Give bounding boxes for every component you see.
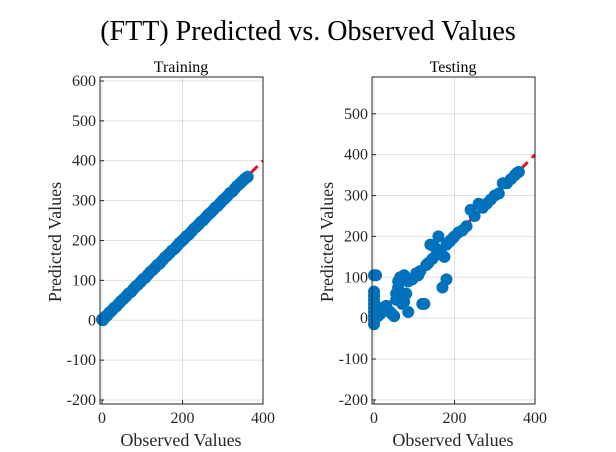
testing-data-point — [432, 230, 445, 243]
testing-x-tick-label: 400 — [523, 410, 547, 427]
training-y-axis-label: Predicted Values — [45, 182, 65, 302]
testing-y-tick-label: 500 — [344, 106, 368, 123]
testing-data-point — [418, 297, 431, 310]
training-title: Training — [154, 59, 209, 76]
testing-title: Testing — [430, 59, 477, 76]
testing-data-point — [402, 306, 415, 319]
testing-data-point — [512, 165, 525, 178]
training-x-tick-label: 200 — [171, 410, 195, 427]
training-y-tick-label: 400 — [72, 153, 96, 170]
training-y-tick-label: -100 — [67, 352, 96, 369]
testing-y-tick-label: 100 — [344, 269, 368, 286]
training-y-tick-label: 100 — [72, 272, 96, 289]
training-axes: Training Observed Values Predicted Value… — [45, 59, 275, 450]
testing-y-tick-label: 300 — [344, 188, 368, 205]
training-y-tick-label: 500 — [72, 113, 96, 130]
training-x-tick-label: 400 — [251, 410, 275, 427]
testing-axes: Testing Observed Values Predicted Values… — [317, 59, 547, 450]
testing-plot-frame — [371, 76, 536, 405]
testing-data-point — [438, 250, 451, 263]
figure-title: (FTT) Predicted vs. Observed Values — [100, 16, 516, 47]
testing-data-point — [460, 220, 473, 233]
testing-y-tick-label: 200 — [344, 228, 368, 245]
testing-x-axis-label: Observed Values — [392, 430, 513, 450]
testing-x-tick-label: 0 — [370, 410, 378, 427]
testing-data-point — [468, 209, 481, 222]
testing-x-tick-label: 200 — [443, 410, 467, 427]
testing-y-tick-label: -100 — [339, 351, 368, 368]
testing-y-tick-label: -200 — [339, 392, 368, 409]
testing-y-tick-label: 0 — [360, 310, 368, 327]
testing-data-point — [388, 310, 401, 323]
training-y-tick-label: 200 — [72, 233, 96, 250]
testing-data-point — [370, 269, 383, 282]
training-x-axis-label: Observed Values — [120, 430, 241, 450]
training-data-point — [241, 170, 254, 183]
training-x-tick-label: 0 — [98, 410, 106, 427]
testing-data-point — [492, 187, 505, 200]
training-y-tick-label: 600 — [72, 73, 96, 90]
training-y-tick-label: 300 — [72, 193, 96, 210]
testing-y-tick-label: 400 — [344, 147, 368, 164]
testing-data-point — [440, 273, 453, 286]
training-y-tick-label: -200 — [67, 392, 96, 409]
testing-y-axis-label: Predicted Values — [317, 182, 337, 302]
training-plot-frame — [99, 76, 264, 405]
testing-data-point — [368, 285, 381, 298]
training-y-tick-label: 0 — [88, 312, 96, 329]
testing-data-point — [400, 287, 413, 300]
